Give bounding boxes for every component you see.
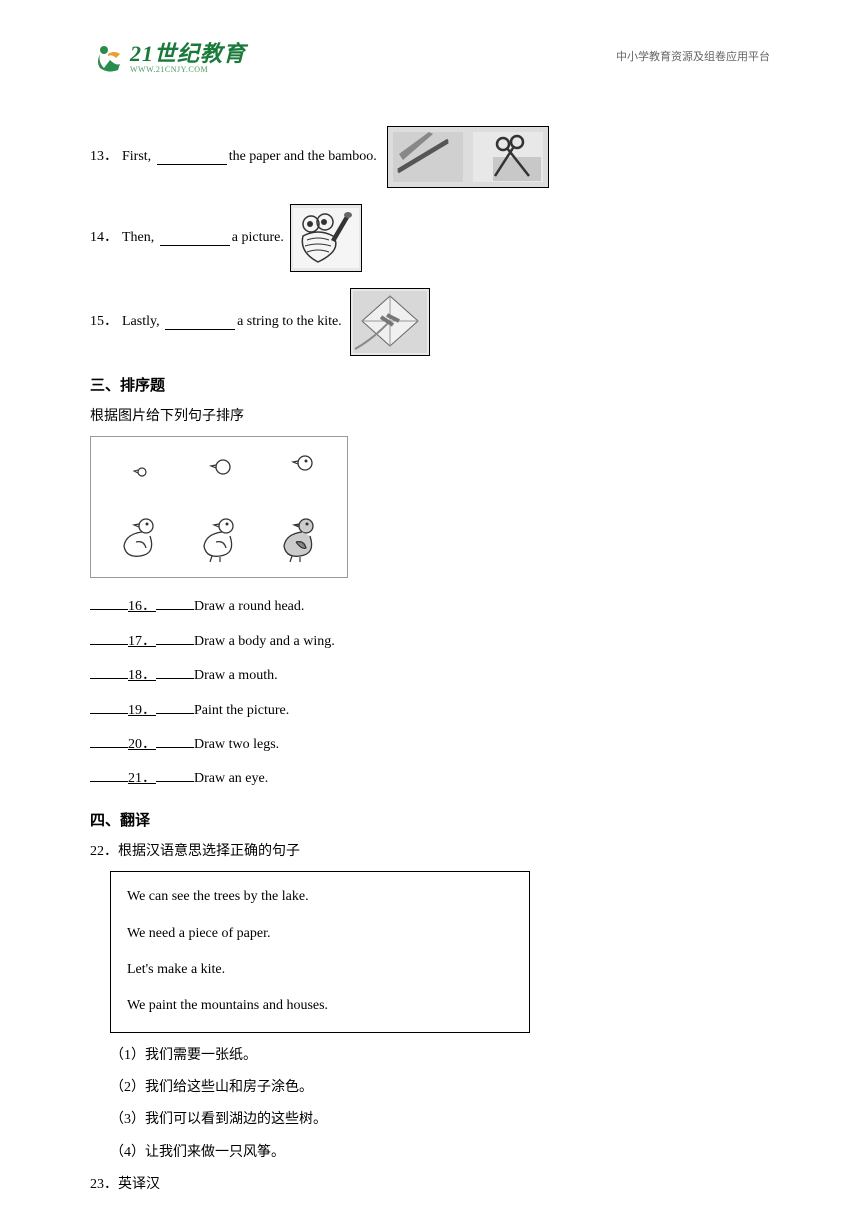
sort-item-text: Draw a round head. — [194, 596, 304, 618]
logo: 21世纪教育 WWW.21CNJY.COM — [90, 40, 246, 76]
chinese-item: （3）我们可以看到湖边的这些树。 — [110, 1109, 770, 1131]
logo-sub-text: WWW.21CNJY.COM — [130, 66, 246, 75]
sort-blank-before[interactable] — [90, 766, 128, 782]
sort-blank-before[interactable] — [90, 732, 128, 748]
q15-suffix: a string to the kite. — [237, 311, 342, 333]
sort-item: 20． Draw two legs. — [90, 732, 770, 756]
q14-image — [290, 204, 362, 272]
question-22: 22．根据汉语意思选择正确的句子 — [90, 841, 770, 863]
question-23: 23．英译汉 — [90, 1174, 770, 1196]
q14-num: 14． — [90, 227, 122, 249]
sort-item-num: 16． — [128, 596, 156, 618]
sort-blank-after[interactable] — [156, 698, 194, 714]
translate-sentence-box: We can see the trees by the lake. We need… — [110, 871, 530, 1033]
sort-item-num: 21． — [128, 768, 156, 790]
q13-num: 13． — [90, 146, 122, 168]
box-sentence: Let's make a kite. — [127, 959, 513, 981]
header-right-text: 中小学教育资源及组卷应用平台 — [616, 49, 770, 67]
sort-blank-before[interactable] — [90, 698, 128, 714]
q14-prefix: Then, — [122, 227, 154, 249]
sort-blank-after[interactable] — [156, 629, 194, 645]
sort-item-num: 18． — [128, 665, 156, 687]
sort-items-list: 16． Draw a round head. 17． Draw a body and … — [90, 594, 770, 790]
q15-image — [350, 288, 430, 356]
sort-item-text: Draw two legs. — [194, 734, 279, 756]
sort-item-num: 19． — [128, 700, 156, 722]
q15-num: 15． — [90, 311, 122, 333]
q22-num: 22． — [90, 844, 118, 859]
sort-item-num: 20． — [128, 734, 156, 756]
scissors-paper-image — [468, 127, 548, 187]
q14-suffix: a picture. — [232, 227, 284, 249]
duck-sequence-grid — [90, 436, 348, 578]
q23-num: 23． — [90, 1177, 118, 1192]
duck-step-1 — [109, 447, 169, 503]
q13-image-pair — [387, 126, 549, 188]
q15-blank[interactable] — [165, 314, 235, 330]
logo-text: 21世纪教育 WWW.21CNJY.COM — [130, 42, 246, 75]
sort-item-text: Draw a body and a wing. — [194, 631, 335, 653]
sort-item-text: Paint the picture. — [194, 700, 289, 722]
question-15: 15． Lastly, a string to the kite. — [90, 288, 770, 356]
sort-item: 21． Draw an eye. — [90, 766, 770, 790]
sort-blank-after[interactable] — [156, 594, 194, 610]
duck-step-6 — [269, 511, 329, 567]
box-sentence: We need a piece of paper. — [127, 923, 513, 945]
q23-text: 英译汉 — [118, 1177, 160, 1192]
sort-item: 18． Draw a mouth. — [90, 663, 770, 687]
duck-step-4 — [109, 511, 169, 567]
q13-blank[interactable] — [157, 149, 227, 165]
sort-blank-after[interactable] — [156, 732, 194, 748]
chinese-item: （2）我们给这些山和房子涂色。 — [110, 1077, 770, 1099]
sort-item: 16． Draw a round head. — [90, 594, 770, 618]
question-14: 14． Then, a picture. — [90, 204, 770, 272]
sort-blank-before[interactable] — [90, 629, 128, 645]
box-sentence: We paint the mountains and houses. — [127, 995, 513, 1017]
logo-icon — [90, 40, 126, 76]
box-sentence: We can see the trees by the lake. — [127, 886, 513, 908]
sort-item-text: Draw a mouth. — [194, 665, 278, 687]
sort-blank-before[interactable] — [90, 663, 128, 679]
duck-step-2 — [189, 447, 249, 503]
duck-step-5 — [189, 511, 249, 567]
sort-blank-after[interactable] — [156, 766, 194, 782]
q14-blank[interactable] — [160, 230, 230, 246]
chinese-item: （4）让我们来做一只风筝。 — [110, 1142, 770, 1164]
section3-title: 三、排序题 — [90, 374, 770, 398]
chinese-translation-list: （1）我们需要一张纸。 （2）我们给这些山和房子涂色。 （3）我们可以看到湖边的这些… — [110, 1045, 770, 1165]
q13-prefix: First, — [122, 146, 151, 168]
question-13: 13． First, the paper and the bamboo. — [90, 126, 770, 188]
q22-text: 根据汉语意思选择正确的句子 — [118, 844, 300, 859]
chinese-item: （1）我们需要一张纸。 — [110, 1045, 770, 1067]
bamboo-cut-image — [388, 127, 468, 187]
q13-suffix: the paper and the bamboo. — [229, 146, 377, 168]
sort-item-text: Draw an eye. — [194, 768, 268, 790]
sort-item: 19． Paint the picture. — [90, 698, 770, 722]
sort-blank-before[interactable] — [90, 594, 128, 610]
page-header: 21世纪教育 WWW.21CNJY.COM 中小学教育资源及组卷应用平台 — [90, 40, 770, 76]
sort-blank-after[interactable] — [156, 663, 194, 679]
q15-prefix: Lastly, — [122, 311, 160, 333]
section4-title: 四、翻译 — [90, 809, 770, 833]
logo-main-text: 21世纪教育 — [130, 42, 246, 66]
sort-item-num: 17． — [128, 631, 156, 653]
sort-item: 17． Draw a body and a wing. — [90, 629, 770, 653]
duck-step-3 — [269, 447, 329, 503]
section3-subtitle: 根据图片给下列句子排序 — [90, 406, 770, 428]
